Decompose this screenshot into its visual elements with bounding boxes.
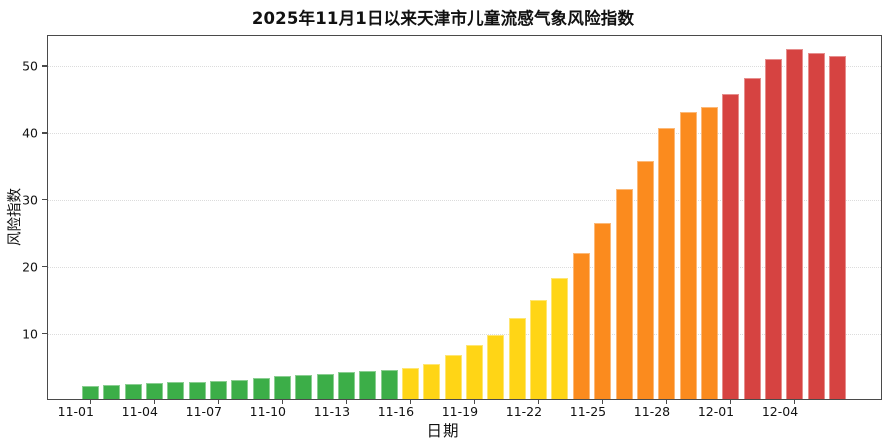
bar-11-10 — [274, 376, 292, 399]
bar-12-03 — [764, 59, 782, 399]
bar-11-15 — [380, 369, 398, 399]
bar-11-25 — [594, 222, 612, 399]
x-tick-label: 11-28 — [633, 404, 671, 419]
y-tick-mark — [42, 65, 47, 67]
gridline — [48, 133, 881, 135]
x-tick-label: 12-04 — [761, 404, 799, 419]
plot-area — [47, 35, 882, 400]
x-tick-mark — [345, 399, 347, 404]
bar-11-13 — [338, 372, 356, 399]
bar-11-27 — [636, 160, 654, 399]
gridline — [48, 334, 881, 336]
bar-12-06 — [828, 56, 846, 399]
y-tick-label: 40 — [22, 125, 38, 141]
x-axis-label: 日期 — [426, 422, 460, 440]
x-tick-mark — [89, 399, 91, 404]
bar-11-22 — [530, 299, 548, 399]
x-tick-mark — [409, 399, 411, 404]
y-tick-mark — [42, 132, 47, 134]
x-tick-mark — [793, 399, 796, 404]
bar-11-01 — [82, 385, 99, 399]
x-tick-mark — [281, 399, 283, 404]
x-tick-label: 11-01 — [57, 404, 94, 419]
y-axis-label: 风险指数 — [7, 188, 24, 246]
bar-11-12 — [316, 373, 334, 399]
bar-11-18 — [444, 354, 462, 399]
x-tick-mark — [729, 399, 732, 404]
bar-11-09 — [252, 377, 270, 399]
bar-11-17 — [423, 364, 441, 399]
bar-11-24 — [572, 253, 590, 399]
x-tick-label: 11-13 — [313, 404, 351, 419]
x-tick-mark — [473, 399, 475, 404]
bar-12-05 — [807, 52, 825, 399]
bar-11-08 — [231, 379, 249, 399]
x-tick-mark — [665, 399, 668, 404]
chart-title: 2025年11月1日以来天津市儿童流感气象风险指数 — [251, 9, 635, 28]
bar-11-14 — [359, 370, 377, 399]
gridline — [48, 66, 881, 68]
bar-11-02 — [103, 384, 121, 399]
x-tick-label: 11-07 — [185, 404, 222, 419]
bar-11-29 — [679, 111, 697, 399]
x-tick-label: 11-25 — [569, 404, 607, 419]
y-tick-label: 30 — [22, 192, 38, 208]
y-tick-mark — [42, 266, 47, 268]
y-tick-mark — [42, 199, 47, 201]
x-tick-label: 11-04 — [121, 404, 158, 419]
x-tick-mark — [153, 399, 155, 404]
y-tick-mark — [42, 333, 47, 335]
bar-11-11 — [295, 374, 313, 399]
bar-11-07 — [210, 380, 228, 399]
bar-11-16 — [402, 368, 420, 399]
bar-12-02 — [743, 77, 761, 399]
bar-11-23 — [551, 278, 569, 399]
gridline — [48, 200, 881, 202]
y-tick-label: 50 — [22, 58, 38, 74]
bar-11-19 — [466, 345, 484, 399]
x-tick-label: 11-10 — [249, 404, 286, 419]
x-tick-mark — [537, 399, 540, 404]
x-tick-label: 12-01 — [697, 404, 735, 419]
gridline — [48, 267, 881, 269]
x-tick-mark — [601, 399, 604, 404]
bar-11-05 — [167, 382, 185, 399]
x-tick-label: 11-22 — [505, 404, 543, 419]
bar-12-01 — [722, 94, 740, 399]
bar-12-04 — [786, 49, 804, 399]
bar-11-21 — [508, 317, 526, 399]
bar-11-03 — [124, 384, 142, 399]
x-tick-label: 11-19 — [441, 404, 479, 419]
x-tick-label: 11-16 — [377, 404, 415, 419]
bar-11-20 — [487, 335, 505, 399]
bar-11-30 — [700, 107, 718, 399]
x-tick-mark — [217, 399, 219, 404]
y-tick-label: 10 — [22, 326, 38, 342]
bar-11-26 — [615, 189, 633, 399]
bar-11-04 — [146, 382, 164, 399]
y-tick-label: 20 — [22, 259, 38, 275]
bar-11-28 — [658, 128, 676, 399]
bar-11-06 — [188, 381, 206, 399]
